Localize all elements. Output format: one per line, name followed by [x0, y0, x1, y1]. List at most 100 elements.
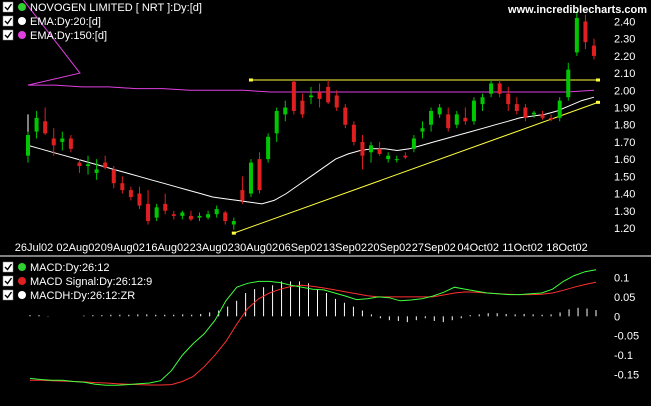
legend_top-legend-item: EMA:Dy:150:[d] — [2, 29, 107, 42]
date-axis-label: 04Oct02 — [457, 242, 499, 254]
candle-body — [128, 190, 133, 197]
check-box-icon — [2, 1, 14, 13]
candle-body — [463, 117, 468, 122]
ema150-line — [22, 0, 595, 93]
price-y-tick-label: 1.90 — [614, 103, 635, 115]
candle-body — [188, 215, 193, 220]
ema20-line — [27, 96, 595, 205]
date-axis-label: 16Aug02 — [145, 242, 189, 254]
candle-body — [223, 212, 228, 222]
series-color-swatch — [18, 277, 26, 285]
candle-body — [334, 95, 339, 108]
price-y-tick-label: 2.20 — [614, 51, 635, 63]
candle-body — [240, 190, 245, 201]
macd-y-tick-label: -0.1 — [614, 350, 633, 362]
macd-y-tick-label: -0.05 — [614, 331, 639, 343]
candle-body — [197, 215, 202, 218]
candle-body — [592, 45, 596, 56]
series-color-swatch — [18, 263, 26, 271]
macd-panel: 0.1 0.05 0 -0.05 -0.1 -0.15 — [29, 269, 639, 386]
legend_top-legend-item: NOVOGEN LIMITED [ NRT ]:Dy:[d] — [2, 1, 202, 14]
candle-body — [454, 114, 459, 125]
candle-body — [514, 104, 519, 111]
candle-body — [68, 138, 73, 149]
candle-body — [94, 169, 99, 173]
candle-body — [206, 214, 211, 218]
candle-body — [283, 107, 288, 115]
candle-body — [103, 162, 108, 168]
candle-body — [43, 121, 48, 134]
candle-body — [291, 81, 296, 111]
legend_bottom-legend-item: MACD Signal:Dy:26:12:9 — [2, 275, 152, 288]
check-mark-icon — [4, 17, 13, 25]
date-axis-label: 13Sep02 — [323, 242, 367, 254]
candle-body — [446, 114, 451, 129]
series-color-swatch — [18, 17, 26, 25]
candle-body — [351, 124, 356, 142]
candle-body — [437, 107, 442, 115]
check-box-icon — [2, 261, 14, 273]
price-panel: 2.40 2.30 2.20 2.10 2.00 1.90 1.80 1.70 1.60 1.50… — [0, 0, 651, 257]
legend_bottom-legend-item: MACD:Dy:26:12 — [2, 261, 109, 274]
candle-body — [180, 212, 185, 216]
date-axis-label: 11Oct02 — [502, 242, 543, 254]
check-mark-icon — [4, 263, 13, 271]
candle-body — [309, 95, 313, 98]
candle-body — [566, 69, 571, 98]
check-mark-icon — [4, 3, 13, 11]
macd-line — [29, 269, 597, 386]
candle-body — [26, 135, 30, 156]
candle-body — [171, 214, 176, 216]
candle-body — [360, 141, 365, 156]
macd-y-tick-label: 0.1 — [614, 273, 629, 285]
date-axis-label: 30Aug02 — [234, 242, 278, 254]
candle-body — [120, 183, 125, 191]
candle-body — [394, 159, 399, 161]
resistance-line-start-marker — [248, 78, 253, 82]
date-axis-label: 18Oct02 — [546, 242, 588, 254]
candle-body — [403, 155, 408, 158]
price-y-tick-label: 2.40 — [614, 16, 635, 28]
check-box-icon — [2, 15, 14, 27]
candle-body — [231, 221, 236, 225]
candle-body — [540, 114, 545, 118]
site-watermark: www.incrediblecharts.com — [507, 4, 647, 16]
candle-body — [583, 21, 588, 43]
candle-body — [154, 207, 159, 218]
check-mark-icon — [4, 277, 13, 285]
macd-y-tick-label: 0 — [614, 311, 620, 323]
legend_top-legend-item: EMA:Dy:20:[d] — [2, 15, 101, 28]
candle-body — [146, 203, 151, 222]
candle-body — [489, 83, 494, 94]
support-trendline-end-marker — [596, 100, 600, 104]
candle-body — [86, 164, 91, 167]
candle-body — [377, 148, 382, 154]
price-y-tick-label: 1.20 — [614, 223, 635, 235]
resistance-line-end-marker — [596, 78, 600, 82]
candle-body — [326, 86, 331, 103]
legend: NOVOGEN LIMITED [ NRT ]:Dy:[d] EMA:Dy:20:… — [2, 1, 202, 302]
date-axis-label: 27Sep02 — [412, 242, 456, 254]
check-box-icon — [2, 29, 14, 41]
date-axis-label: 23Aug02 — [190, 242, 234, 254]
macd-y-tick-label: -0.15 — [614, 369, 639, 381]
date-axis-label: 09Aug02 — [101, 242, 145, 254]
candle-body — [411, 138, 416, 149]
price-y-tick-label: 2.30 — [614, 34, 635, 46]
candle-body — [531, 112, 536, 115]
legend_bottom-label: MACDH:Dy:26:12:ZR — [30, 290, 135, 302]
date-axis-label: 26Jul02 — [15, 242, 54, 254]
candle-body — [300, 100, 305, 115]
candle-body — [111, 169, 116, 184]
candle-body — [34, 117, 39, 132]
legend_top-label: EMA:Dy:150:[d] — [30, 30, 107, 42]
legend_bottom-label: MACD Signal:Dy:26:12:9 — [30, 276, 152, 288]
price-y-tick-label: 1.60 — [614, 154, 635, 166]
date-axis-label: 06Sep02 — [278, 242, 322, 254]
price-y-tick-label: 1.80 — [614, 120, 635, 132]
price-y-tick-label: 2.10 — [614, 68, 635, 80]
candle-body — [480, 97, 485, 105]
legend_top-label: NOVOGEN LIMITED [ NRT ]:Dy:[d] — [30, 2, 202, 14]
